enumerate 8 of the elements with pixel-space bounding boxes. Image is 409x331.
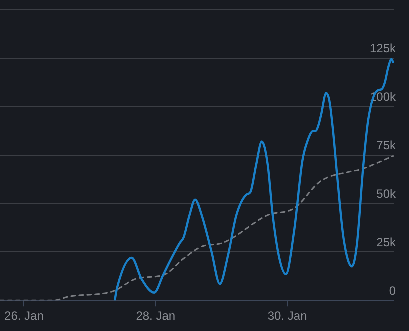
y-tick-label: 125k	[370, 42, 397, 56]
x-tick-label: 26. Jan	[4, 309, 44, 324]
y-tick-label: 0	[389, 284, 396, 298]
y-tick-label: 75k	[376, 138, 397, 153]
x-tick-label: 30. Jan	[268, 309, 308, 324]
x-tick-label: 28. Jan	[136, 309, 176, 324]
y-tick-label: 25k	[376, 235, 397, 250]
y-tick-label: 50k	[376, 187, 397, 202]
